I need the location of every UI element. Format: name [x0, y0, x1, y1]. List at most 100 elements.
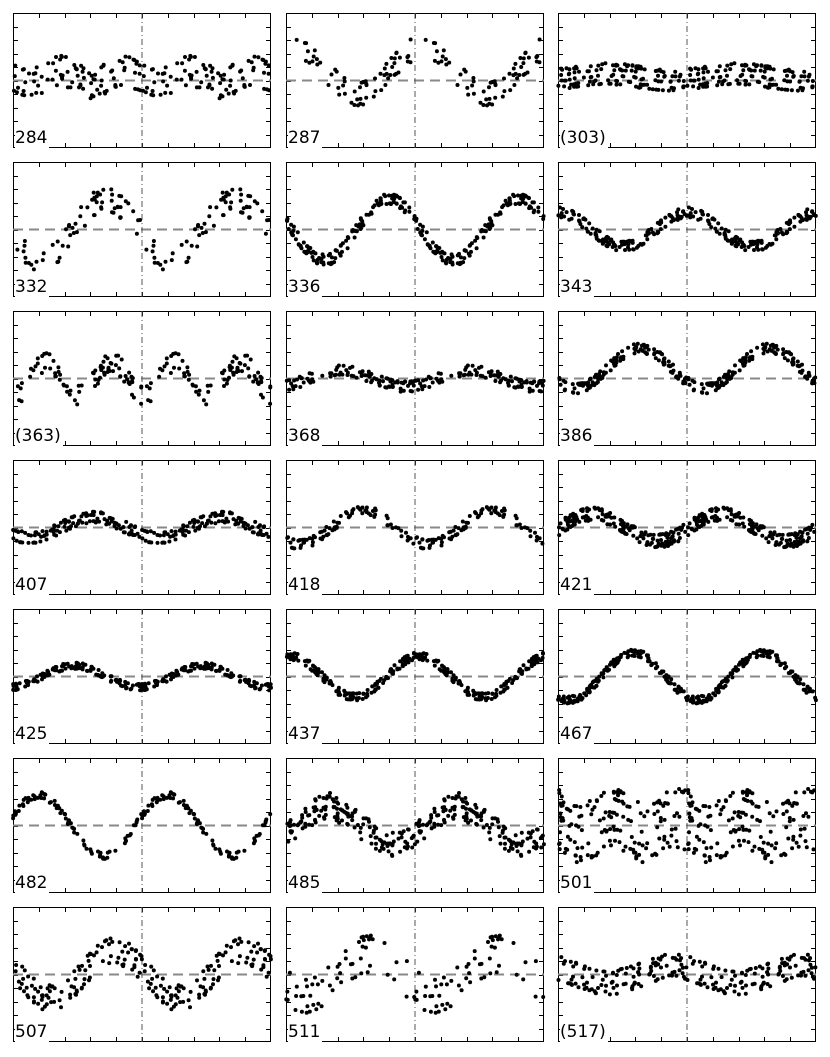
data-point [556, 213, 561, 218]
data-point [268, 401, 273, 406]
data-point [584, 226, 589, 231]
data-point [768, 530, 773, 535]
data-point [763, 245, 768, 250]
data-point [386, 849, 391, 854]
data-point [162, 364, 167, 369]
data-point [521, 663, 526, 668]
data-point [474, 811, 479, 816]
data-point [587, 221, 592, 226]
data-point [701, 212, 705, 217]
data-point [567, 77, 572, 82]
light-curve-panel: 343 [556, 162, 818, 297]
data-point [39, 74, 44, 79]
data-point [723, 68, 728, 73]
data-point [755, 817, 760, 822]
data-point [604, 243, 609, 248]
data-point [169, 677, 173, 682]
data-point [199, 225, 204, 230]
data-point [648, 542, 653, 547]
data-point [658, 227, 663, 232]
data-point [139, 401, 144, 406]
data-point [650, 230, 655, 235]
data-point [691, 388, 696, 393]
data-point [726, 229, 731, 234]
data-point [54, 83, 59, 88]
data-point [740, 240, 745, 245]
data-point [439, 255, 444, 259]
data-point [479, 229, 484, 234]
data-point [377, 679, 382, 683]
data-point [771, 67, 776, 72]
data-point [286, 655, 291, 660]
data-point [237, 679, 242, 684]
data-point [242, 678, 247, 683]
data-point [252, 374, 257, 378]
data-point [536, 209, 541, 214]
data-point [331, 804, 336, 809]
data-point [164, 356, 169, 361]
data-point [728, 830, 733, 835]
data-point [581, 383, 585, 388]
data-point [511, 192, 516, 197]
data-point [762, 648, 766, 653]
data-point [585, 853, 590, 858]
data-point [806, 787, 811, 791]
data-point [744, 660, 749, 665]
data-point [601, 844, 606, 849]
data-point [762, 347, 767, 352]
data-point [373, 76, 377, 81]
data-point [791, 817, 796, 822]
data-point [216, 519, 221, 524]
data-point [521, 61, 526, 66]
data-point [396, 70, 401, 75]
data-point [146, 681, 151, 686]
data-point [463, 796, 468, 800]
data-point [672, 538, 676, 543]
data-point [485, 103, 489, 108]
data-point [528, 534, 533, 539]
data-point [260, 209, 265, 214]
data-point [604, 512, 609, 517]
data-point [201, 63, 206, 67]
data-point [785, 358, 790, 363]
data-point [68, 85, 73, 90]
data-point [717, 231, 722, 236]
data-point [35, 674, 39, 679]
data-point [99, 206, 104, 211]
data-point [490, 102, 495, 107]
data-point [688, 215, 693, 220]
data-point [167, 672, 172, 677]
data-point [733, 363, 737, 368]
data-point [455, 83, 460, 87]
data-point [655, 538, 660, 543]
data-point [695, 701, 700, 705]
data-point [119, 83, 123, 87]
data-point [83, 662, 88, 667]
data-point [805, 531, 810, 536]
data-point [786, 836, 791, 841]
data-point [594, 227, 599, 232]
light-curve-panel: 386 [557, 311, 818, 446]
data-point [419, 232, 424, 237]
data-point [221, 213, 225, 218]
data-point [222, 520, 227, 525]
data-point [373, 89, 378, 94]
data-point [478, 697, 483, 702]
data-point [514, 376, 519, 381]
data-point [54, 55, 58, 59]
data-point [436, 60, 441, 65]
data-point [571, 511, 576, 516]
data-point [84, 521, 89, 526]
data-point [665, 535, 670, 540]
data-point [401, 388, 406, 393]
panel-label: 407 [15, 575, 50, 595]
data-point [228, 83, 233, 88]
data-point [410, 845, 415, 850]
data-point [487, 227, 492, 231]
data-point [93, 520, 98, 525]
data-point [688, 78, 693, 83]
data-point [585, 803, 590, 808]
data-point [342, 91, 347, 96]
data-point [123, 839, 128, 844]
